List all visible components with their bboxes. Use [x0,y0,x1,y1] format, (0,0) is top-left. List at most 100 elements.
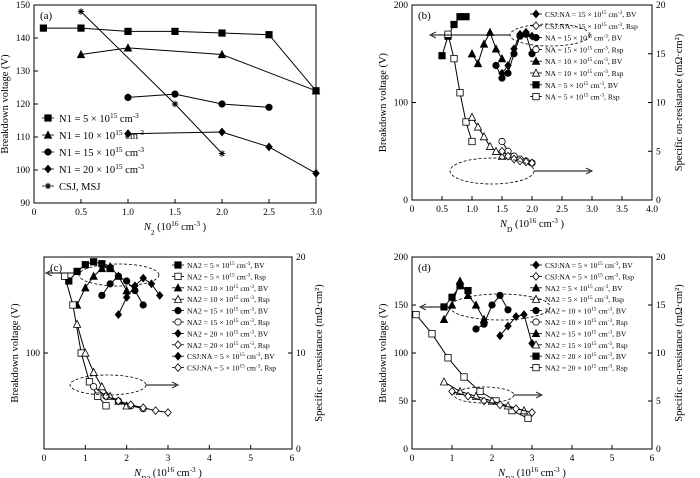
legend-label: CSJ:NA = 5 × 1015 cm-3, BV [545,261,633,270]
data-point [105,261,115,271]
data-point [510,44,518,54]
data-point [468,137,476,146]
right-axis-arrow [534,167,594,175]
legend-label: N1 = 20 × 1015 cm-3 [59,162,144,177]
data-point [497,151,507,160]
data-point [114,310,123,320]
series-line [415,314,529,419]
data-point [124,93,132,102]
data-point [77,8,85,15]
x-tick-label: 3 [530,454,535,464]
x-tick-label: 3.0 [586,205,598,215]
y-tick-label: 100 [394,99,409,109]
legend-entry-4-marker [44,164,52,174]
x-tick-label: 1.0 [122,208,134,218]
data-point [516,29,524,39]
legend-entry-9-marker [532,352,540,360]
y-tick-label: 150 [16,1,31,11]
x-tick-label: 2.0 [526,205,538,215]
data-point [464,286,472,295]
series-7 [448,386,536,417]
legend-entry-4-marker [173,294,183,303]
legend-label: NA = 10 × 1015 cm-3, Rsp [545,69,624,78]
legend-label: CSJ:NA = 5 × 1015 cm-3, BV [187,352,275,361]
data-point [464,391,472,401]
legend-label: NA2 = 15 × 1015 cm-3, Rsp [545,341,628,350]
data-point [528,408,536,417]
y2-axis-label: Specific on-resistance (mΩ·cm²) [674,284,685,422]
series-2 [76,43,321,95]
data-point [139,403,147,413]
data-point [97,381,107,391]
series-line [443,285,469,308]
data-point [217,49,227,59]
data-point [472,325,480,333]
legend-entry-8-marker [532,93,540,101]
y2-tick-label: 5 [656,147,661,157]
x-tick-label: 2 [490,454,495,464]
data-point [520,310,528,320]
y-tick-label: 100 [26,349,41,359]
x-tick-label: 0.5 [436,205,448,215]
series-5 [412,310,532,422]
data-point [444,30,452,38]
data-point [156,290,164,300]
legend-entry-5-marker [174,306,182,315]
legend-entry-2-marker [174,272,182,281]
series-1 [39,24,320,95]
x-tick-label: 5 [610,454,615,464]
data-point [456,13,464,21]
panel-label: (c) [50,262,63,274]
data-point [504,151,512,161]
data-point [218,127,226,137]
panel-1: (a) 0 0.5 1.0 1.5 2.0 2.5 3.0 90 100 110 120 130 140 1… [0,1,322,237]
data-point [504,61,512,70]
legend-entry-6-marker [174,318,182,326]
data-point [450,55,458,63]
series-line [43,27,317,92]
x-tick-label: 1.5 [496,205,508,215]
series-line [127,131,317,174]
series-line [127,93,270,108]
data-point [97,263,107,273]
data-point [89,367,98,376]
data-point [123,277,131,285]
data-point [524,414,532,422]
data-point [114,396,123,406]
data-point [439,314,449,324]
data-point [218,150,226,157]
data-point [123,43,133,52]
y2-tick-label: 0 [656,445,661,455]
y-tick-label: 100 [16,166,31,176]
y2-tick-label: 0 [296,445,301,455]
data-point [102,402,110,410]
series-3 [98,272,147,309]
y-tick-label: 0 [403,196,408,206]
legend-entry-1-marker [532,260,540,270]
x-axis-label: ND (1016 cm-3 ) [499,216,565,234]
data-point [498,146,506,156]
data-point [147,279,156,289]
legend-entry-2-marker [532,21,540,31]
data-point [85,378,94,386]
series-1 [438,13,470,60]
rsp-group-ellipse [69,374,147,396]
data-point [438,52,446,60]
data-point [471,300,481,309]
bv-group-ellipse [78,263,160,287]
data-point [164,408,172,417]
data-point [81,283,90,292]
legend-entry-1-marker [174,261,182,269]
data-point [265,103,273,111]
y-tick-label: 200 [394,1,409,11]
data-point [139,301,147,309]
data-point [462,13,470,21]
legend-entry-10-marker [532,363,540,372]
legend-label: NA2 = 20 × 1015 cm-3, BV [187,329,269,338]
data-point [127,400,135,410]
data-point [122,285,131,295]
data-point [311,86,321,95]
legend-label: NA2 = 20 × 1015 cm-3, BV [545,352,627,361]
data-point [479,39,489,48]
y2-tick-label: 10 [296,349,306,359]
